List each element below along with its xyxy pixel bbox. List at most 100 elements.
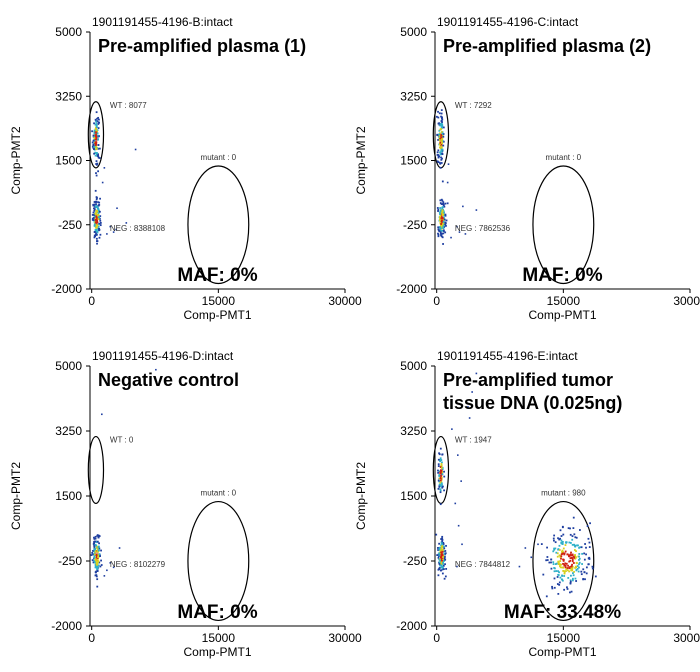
maf-annotation: MAF: 0%: [177, 265, 257, 286]
event-dot: [439, 226, 441, 228]
event-dot: [442, 553, 445, 556]
event-dot: [568, 541, 571, 544]
event-dot: [93, 549, 96, 552]
event-dot: [440, 219, 443, 222]
event-dot: [554, 541, 557, 544]
event-dot: [560, 553, 563, 556]
event-dot: [575, 550, 577, 553]
event-dot: [97, 546, 100, 549]
event-dot: [558, 565, 561, 567]
event-dot: [99, 222, 102, 224]
event-dot: [569, 559, 572, 562]
event-dot: [443, 546, 445, 548]
event-point: [106, 233, 108, 235]
event-dot: [100, 559, 102, 562]
event-dot: [440, 556, 442, 559]
event-dot: [441, 135, 444, 138]
event-dot: [439, 229, 441, 231]
event-dot: [566, 586, 568, 589]
panel-title-line: Negative control: [98, 370, 239, 390]
event-dot: [438, 474, 441, 476]
y-tick-label: -250: [58, 218, 82, 232]
event-dot: [94, 205, 97, 208]
event-dot: [441, 209, 444, 212]
event-dot: [559, 560, 562, 562]
event-dot: [579, 529, 581, 531]
event-dot: [95, 237, 98, 240]
event-dot: [439, 166, 442, 169]
event-dot: [571, 563, 573, 566]
event-dot: [585, 553, 587, 556]
event-dot: [443, 568, 445, 571]
event-dot: [437, 226, 440, 229]
event-dot: [96, 566, 98, 569]
event-dot: [440, 564, 443, 567]
event-dot: [437, 110, 439, 113]
event-point: [115, 228, 117, 231]
event-dot: [440, 473, 443, 475]
event-point: [112, 231, 115, 233]
event-dot: [576, 567, 579, 570]
event-dot: [439, 481, 442, 484]
event-point: [112, 566, 115, 569]
event-dot: [440, 198, 443, 201]
x-axis-label: Comp-PMT1: [528, 645, 596, 659]
event-dot: [99, 197, 101, 200]
event-dot: [439, 202, 442, 204]
event-dot: [440, 566, 443, 568]
event-dot: [440, 127, 443, 130]
event-dot: [436, 554, 439, 556]
event-dot: [565, 568, 568, 571]
event-dot: [442, 222, 445, 224]
event-dot: [92, 139, 95, 142]
x-tick-label: 0: [433, 294, 440, 308]
event-dot: [540, 543, 543, 545]
event-dot: [587, 563, 590, 566]
panel-title: Pre-amplified plasma (2): [443, 36, 651, 56]
event-dot: [94, 118, 97, 121]
x-tick-label: 15000: [547, 631, 581, 645]
event-dot: [439, 217, 442, 220]
event-dot: [93, 146, 96, 148]
event-dot: [437, 161, 440, 163]
gate-label-mutant: mutant : 0: [201, 489, 237, 498]
event-dot: [440, 134, 443, 137]
event-dot: [95, 128, 98, 131]
event-dot: [574, 577, 577, 580]
event-dot: [93, 129, 96, 132]
y-tick-label: 5000: [55, 359, 82, 373]
event-dot: [438, 139, 441, 141]
event-dot: [441, 468, 444, 471]
event-dot: [440, 150, 443, 153]
event-dot: [438, 133, 440, 136]
event-dot: [439, 564, 441, 567]
event-dot: [97, 123, 100, 125]
event-dot: [441, 537, 443, 540]
event-dot: [95, 216, 98, 219]
event-dot: [443, 475, 446, 478]
event-dot: [441, 538, 444, 541]
event-dot: [441, 210, 444, 213]
event-dot: [439, 558, 442, 561]
event-point: [456, 454, 459, 456]
event-dot: [442, 485, 444, 488]
event-dot: [577, 544, 579, 547]
event-dot: [569, 553, 572, 556]
event-dot: [94, 551, 96, 554]
scatter-panel: 1901191455-4196-C:intact 5000 3250 1500 -250…: [354, 15, 700, 322]
event-dot: [574, 567, 577, 569]
gate-label-neg: NEG : 7844812: [455, 560, 511, 569]
event-dot: [440, 109, 443, 112]
event-dot: [550, 561, 552, 564]
event-dot: [442, 219, 445, 222]
x-tick-label: 0: [433, 631, 440, 645]
event-dot: [442, 561, 444, 564]
event-dot: [444, 563, 446, 566]
event-dot: [441, 207, 444, 210]
event-dot: [443, 557, 446, 560]
event-dot: [95, 203, 97, 206]
event-dot: [440, 156, 442, 159]
event-dot: [97, 227, 99, 230]
event-dot: [437, 463, 440, 466]
y-tick-label: -2000: [51, 619, 82, 633]
